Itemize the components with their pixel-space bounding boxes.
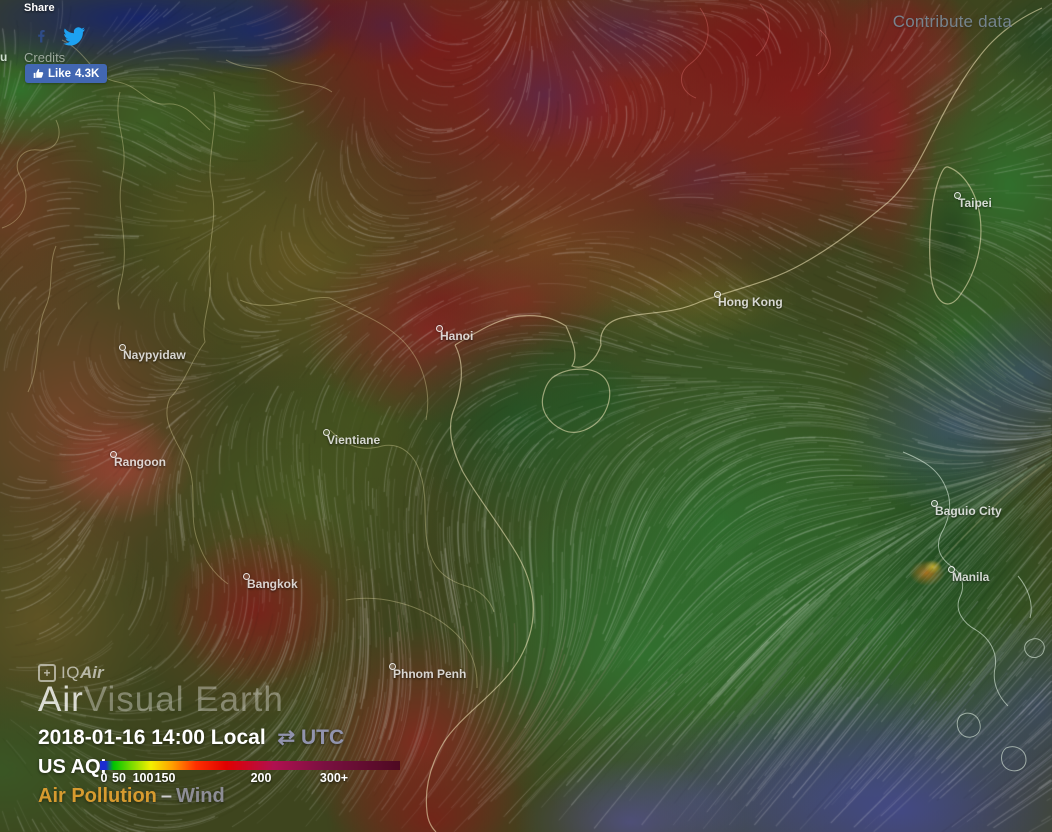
swap-arrows-icon: ⇄ (277, 726, 296, 749)
tick-150: 150 (154, 771, 176, 785)
layer-wind[interactable]: Wind (176, 785, 225, 807)
tick-300plus: 300+ (319, 771, 349, 785)
layer-air-pollution[interactable]: Air Pollution (38, 785, 157, 807)
iqair-logo[interactable]: + IQAir (38, 663, 344, 682)
city-marker-dot (119, 344, 126, 351)
city-hong-kong[interactable]: Hong Kong (714, 291, 783, 309)
city-marker-dot (436, 325, 443, 332)
city-marker-dot (110, 451, 117, 458)
city-label: Vientiane (327, 433, 381, 447)
layer-selector: Air Pollution – Wind (38, 785, 344, 808)
tick-100: 100 (132, 771, 154, 785)
layer-separator: – (160, 785, 173, 807)
city-label: Phnom Penh (393, 667, 467, 681)
city-label: Rangoon (114, 455, 166, 469)
city-marker-dot (323, 429, 330, 436)
city-label: Manila (952, 570, 990, 584)
tick-50: 50 (112, 771, 126, 785)
twitter-icon[interactable] (62, 27, 86, 52)
scale-name: US AQI (38, 756, 107, 778)
like-count: 4.3K (75, 67, 100, 80)
facebook-icon[interactable] (34, 22, 49, 53)
app-title: AirVisual Earth (38, 680, 284, 719)
city-hanoi[interactable]: Hanoi (436, 325, 473, 343)
city-label: Hanoi (440, 329, 474, 343)
utc-toggle[interactable]: ⇄ UTC (277, 726, 345, 749)
tick-0: 0 (100, 771, 108, 785)
city-rangoon[interactable]: Rangoon (110, 451, 166, 469)
thumbs-up-icon (33, 69, 44, 78)
aqi-gradient-bar (100, 761, 400, 770)
city-label: Baguio City (935, 504, 1002, 518)
iqair-logo-icon: + (38, 664, 56, 682)
control-panel: + IQAir AirVisual Earth 2018-01-16 14:00… (38, 663, 400, 808)
aqi-color-scale[interactable]: 0 50 100 150 200 300+ (100, 761, 400, 787)
aqi-scale-row: US AQI 0 50 100 150 200 300+ (38, 756, 400, 785)
clipped-edge-text: u (0, 50, 8, 64)
aqi-scale-ticks: 0 50 100 150 200 300+ (100, 771, 400, 785)
contribute-data-link[interactable]: Contribute data (892, 12, 1012, 31)
datetime-local[interactable]: 2018-01-16 14:00 Local (38, 726, 266, 749)
city-naypyidaw[interactable]: Naypyidaw (119, 344, 186, 362)
logo-air-text: Air (79, 663, 104, 682)
city-vientiane[interactable]: Vientiane (323, 429, 380, 447)
credits-link[interactable]: Credits (24, 50, 66, 65)
like-label: Like (48, 67, 72, 80)
share-label[interactable]: Share (24, 2, 55, 14)
city-label: Hong Kong (718, 295, 783, 309)
city-baguio-city[interactable]: Baguio City (931, 500, 1002, 518)
city-label: Taipei (958, 196, 992, 210)
logo-iq-text: IQ (61, 663, 80, 682)
city-taipei[interactable]: Taipei (954, 192, 992, 210)
city-marker-dot (389, 663, 396, 670)
city-label: Bangkok (247, 577, 298, 591)
tick-200: 200 (250, 771, 272, 785)
city-manila[interactable]: Manila (948, 566, 989, 584)
city-marker-dot (243, 573, 250, 580)
city-phnom-penh[interactable]: Phnom Penh (389, 663, 466, 681)
facebook-like-button[interactable]: Like 4.3K (25, 64, 108, 83)
city-label: Naypyidaw (123, 348, 186, 362)
time-display: 2018-01-16 14:00 Local ⇄ UTC (38, 725, 344, 750)
city-bangkok[interactable]: Bangkok (243, 573, 298, 591)
